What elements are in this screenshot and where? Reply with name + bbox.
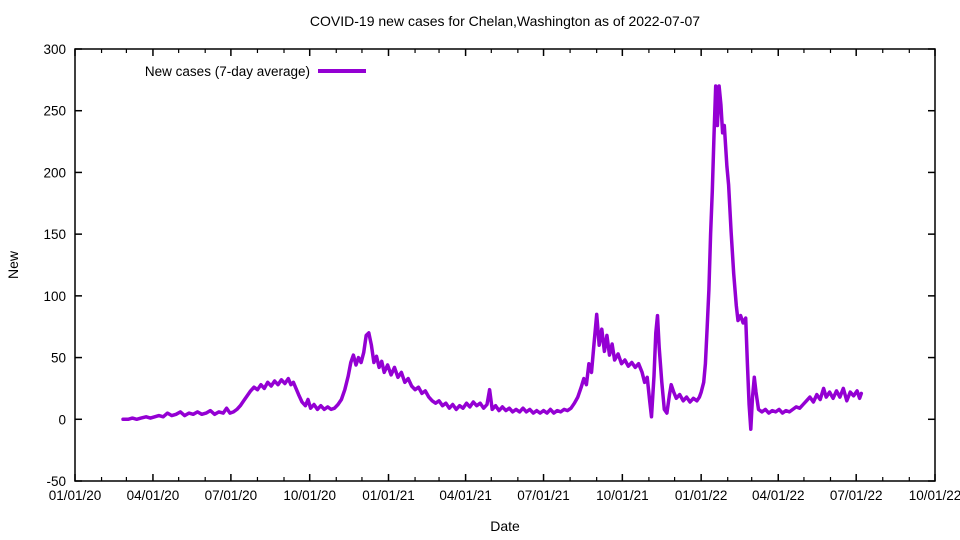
legend-label: New cases (7-day average) <box>145 64 310 79</box>
x-tick-label: 10/01/21 <box>596 488 649 503</box>
x-tick-label: 07/01/21 <box>517 488 570 503</box>
x-tick-label: 10/01/22 <box>909 488 960 503</box>
y-tick-label: 0 <box>58 412 66 427</box>
y-tick-label: 150 <box>43 227 66 242</box>
y-tick-label: 300 <box>43 42 66 57</box>
x-axis-ticks: 01/01/20 04/01/20 07/01/20 10/01/20 01/01/21… <box>49 49 960 503</box>
y-tick-label: -50 <box>46 474 66 489</box>
x-tick-label: 07/01/20 <box>205 488 258 503</box>
y-tick-label: 100 <box>43 289 66 304</box>
x-tick-label: 01/01/22 <box>675 488 728 503</box>
series-line-new-cases <box>121 84 864 431</box>
plot-border <box>74 48 936 482</box>
x-tick-label: 04/01/22 <box>752 488 805 503</box>
x-tick-label: 07/01/22 <box>830 488 883 503</box>
y-axis-ticks: -50 0 50 100 150 200 250 300 <box>43 42 935 489</box>
x-tick-label: 01/01/20 <box>49 488 102 503</box>
chart-title: COVID-19 new cases for Chelan,Washington… <box>310 13 700 29</box>
x-tick-label: 01/01/21 <box>362 488 415 503</box>
legend: New cases (7-day average) <box>145 64 366 79</box>
y-tick-label: 200 <box>43 165 66 180</box>
x-tick-label: 04/01/20 <box>127 488 180 503</box>
y-axis-title: New <box>5 250 21 279</box>
x-tick-label: 04/01/21 <box>439 488 492 503</box>
x-axis-title: Date <box>490 518 520 534</box>
y-tick-label: 50 <box>51 351 66 366</box>
y-tick-label: 250 <box>43 104 66 119</box>
x-tick-label: 10/01/20 <box>283 488 336 503</box>
